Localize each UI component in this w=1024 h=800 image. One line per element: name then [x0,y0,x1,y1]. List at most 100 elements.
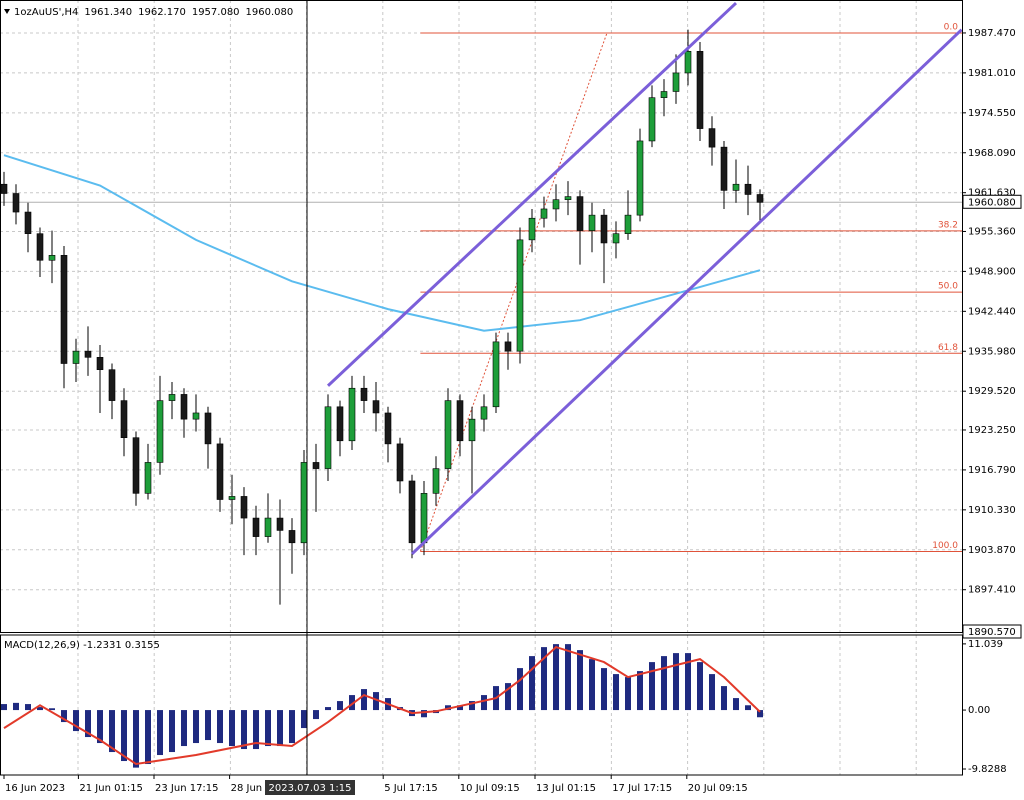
x-tick-label: 17 Jul 17:15 [612,783,672,794]
candle-body [672,72,680,92]
macd-bar [169,710,175,753]
candle-body [84,350,92,358]
candle-body [384,412,392,445]
macd-bar [217,710,223,744]
macd-bar [649,662,655,711]
candle-body [408,480,416,544]
macd-bar [757,710,763,718]
candle-body [144,462,152,494]
macd-bar [109,710,115,753]
candle-body [132,437,140,494]
y-tick-label: 1897.410 [968,585,1016,596]
macd-bar [253,710,259,750]
y-tick-label: 1974.550 [968,108,1016,119]
candle-body [504,341,512,352]
y-tick-label: 1929.520 [968,386,1016,397]
macd-bar [481,695,487,711]
fibo-label: 61.8 [938,343,958,353]
macd-y-tick-label: 11.039 [968,639,1003,650]
candle-body [12,193,20,213]
candle-body [492,341,500,408]
macd-bar [145,710,151,765]
candle-body [216,443,224,500]
fibo-label: 50.0 [938,282,958,292]
candle-body [324,406,332,469]
candle-body [744,183,752,195]
fibo-label: 100.0 [932,541,958,551]
candle-body [636,140,644,216]
macd-bar [601,668,607,711]
macd-bar [25,704,31,711]
fibo-label: 0.0 [944,22,959,32]
moving-average [3,154,761,332]
macd-bar [697,662,703,711]
candle-body [480,406,488,420]
macd-bar [337,701,343,711]
macd-bar [205,710,211,741]
candle-body [564,196,572,200]
macd-bar [325,707,331,711]
y-tick-label: 1890.570 [968,627,1016,638]
candle-body [264,517,272,537]
candle-body [168,394,176,401]
macd-bar [457,705,463,711]
macd-bar [685,653,691,711]
macd-bar [541,647,547,711]
candle-body [708,128,716,148]
candle-body [420,493,428,544]
macd-bar [709,674,715,711]
macd-bar [301,710,307,729]
macd-bar [121,710,127,762]
y-tick-label: 1955.360 [968,226,1016,237]
y-tick-label: 1916.790 [968,465,1016,476]
candle-body [444,400,452,469]
macd-bar [661,656,667,711]
macd-bar [277,710,283,747]
macd-bar [181,710,187,747]
macd-bar [361,689,367,711]
macd-bar [193,710,199,744]
macd-y-tick-label: 0.00 [968,705,990,716]
main-pane [0,0,963,633]
macd-bar [1,704,7,711]
candle-body [624,214,632,234]
crosshair-label: 2023.07.03 1:15 [269,783,352,794]
y-tick-label: 1910.330 [968,505,1016,516]
candle-body [516,239,524,352]
x-tick-label: 20 Jul 09:15 [688,783,748,794]
y-tick-label: 1948.900 [968,266,1016,277]
x-tick-label: 10 Jul 09:15 [460,783,520,794]
candle-body [300,462,308,544]
y-tick-label: 1981.010 [968,68,1016,79]
candle-body [96,357,104,370]
macd-bar [553,644,559,711]
candle-body [396,443,404,482]
macd-bar [265,710,271,747]
macd-bar [157,710,163,756]
candle-body [276,517,284,531]
crosshair-box [265,780,355,795]
macd-bar [733,698,739,711]
x-tick-label: 16 Jun 2023 [5,783,65,794]
macd-title: MACD(12,26,9) -1.2331 0.3155 [4,640,160,651]
macd-bar [289,710,295,744]
y-tick-label: 1923.250 [968,425,1016,436]
macd-bar [373,692,379,711]
candle-body [240,496,248,519]
candle-body [660,91,668,98]
candle-body [552,199,560,210]
macd-bar [133,710,139,768]
ohlc-label: 1960.080 [246,7,294,18]
y-tick-label: 1942.440 [968,306,1016,317]
candle-body [648,97,656,142]
macd-bar [313,710,319,720]
macd-bar [229,710,235,747]
macd-bar [97,710,103,744]
candle-body [696,51,704,129]
macd-bar [565,644,571,711]
candle-body [360,387,368,401]
candle-body [456,400,464,442]
macd-bar [577,650,583,711]
macd-bar [637,671,643,711]
macd-signal [3,645,761,766]
